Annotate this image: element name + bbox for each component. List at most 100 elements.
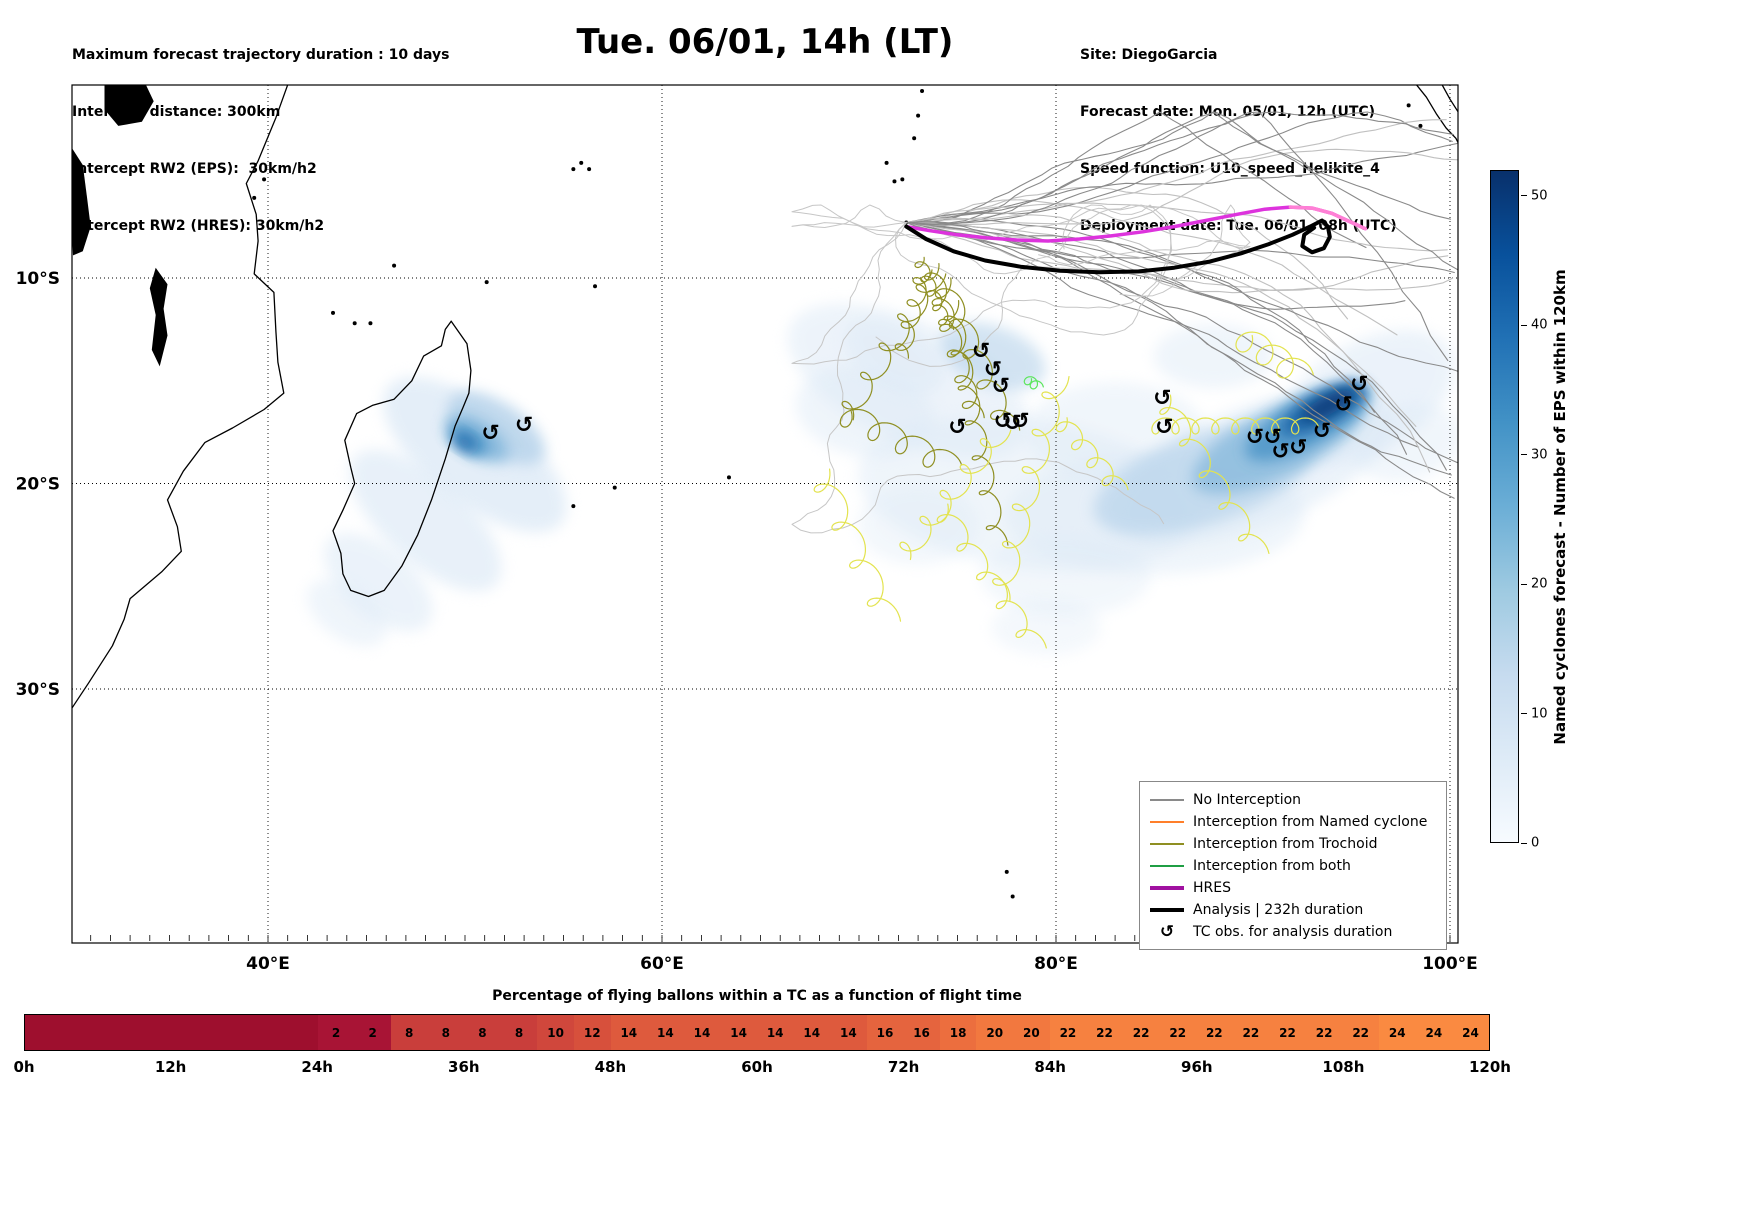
flight-time-cell: 14: [756, 1015, 794, 1050]
flight-time-cell: 14: [793, 1015, 831, 1050]
legend-line-swatch: [1150, 820, 1184, 823]
x-axis-tick-label: 40°E: [246, 954, 290, 974]
cyclone-density-blob: [991, 599, 1102, 656]
flight-time-cell: 20: [1013, 1015, 1050, 1050]
colorbar-label: Named cyclones forecast - Number of EPS …: [1551, 269, 1569, 745]
island-dot: [252, 195, 257, 200]
island-dot: [1010, 894, 1015, 899]
flight-time-cell: [61, 1015, 99, 1050]
tc-obs-symbol: ↺: [948, 415, 966, 440]
tc-obs-symbol: ↺: [994, 409, 1012, 434]
flight-time-cell: 8: [390, 1015, 428, 1050]
setting-line-rw2-hres: Intercept RW2 (HRES): 30km/h2: [72, 218, 325, 234]
cyclone-density-blob: [323, 532, 433, 632]
legend-item: Interception from Trochoid: [1150, 834, 1436, 853]
cyclone-density-blob: [349, 449, 502, 592]
tc-obs-legend-icon: ↺: [1159, 921, 1175, 942]
flight-time-cell: [98, 1015, 135, 1050]
legend-line-swatch: [1150, 798, 1184, 801]
flight-time-cell: [134, 1015, 172, 1050]
legend-item: No Interception: [1150, 790, 1436, 809]
trochoid-trajectories: [813, 256, 1319, 649]
flight-time-cell: 14: [683, 1015, 721, 1050]
island-dot: [368, 321, 373, 326]
lake-shape: [104, 85, 154, 126]
forecast-tracks: [904, 205, 1368, 275]
legend-item-label: HRES: [1193, 879, 1231, 896]
legend-item-label: Interception from both: [1193, 857, 1351, 874]
cyclone-density-blob: [1153, 324, 1274, 389]
setting-line-duration: Maximum forecast trajectory duration : 1…: [72, 47, 450, 63]
legend-line-sample: [1150, 885, 1184, 890]
island-dot: [1004, 869, 1009, 874]
flight-time-cell: 14: [830, 1015, 867, 1050]
x-axis-tick-label: 60°E: [640, 954, 684, 974]
legend-item-label: No Interception: [1193, 791, 1302, 808]
flight-time-cell: 14: [720, 1015, 757, 1050]
island-dot: [262, 177, 267, 182]
flight-time-bar: 2 2 8 8 8 8 10 12 14 14 14 14 14 14 14 16 16 18 20 20 22 22 22…: [24, 1014, 1490, 1051]
legend-line-swatch: [1150, 842, 1184, 845]
legend-item: ↺ TC obs. for analysis duration: [1150, 921, 1436, 942]
legend-item-label: TC obs. for analysis duration: [1193, 923, 1393, 940]
legend-line-sample: [1150, 842, 1184, 845]
flight-time-cell: 22: [1342, 1015, 1379, 1050]
lake-shape: [149, 267, 168, 367]
flight-time-cell: 10: [537, 1015, 574, 1050]
island-dot: [579, 160, 584, 165]
flight-time-cell: 24: [1415, 1015, 1453, 1050]
tc-obs-symbol: ↺: [992, 374, 1010, 399]
island-dot: [1418, 123, 1423, 128]
island-dot: [916, 113, 921, 118]
island-dot: [571, 504, 576, 509]
cyclone-density-blob: [454, 434, 476, 451]
flight-bar-title: Percentage of flying ballons within a TC…: [492, 988, 1022, 1004]
tc-obs-symbol: ↺: [1153, 386, 1171, 411]
island-dot: [726, 475, 731, 480]
coastlines: [72, 85, 1458, 899]
tc-obs-symbol: ↺: [1003, 411, 1021, 436]
island-dot: [571, 167, 576, 172]
flight-time-cell: [25, 1015, 62, 1050]
flight-time-cell: [171, 1015, 208, 1050]
flight-time-cell: 2: [354, 1015, 391, 1050]
legend-line-swatch: [1150, 885, 1184, 890]
tc-obs-symbol: ↺: [1289, 436, 1307, 461]
legend-line-sample: [1150, 798, 1184, 801]
legend-item-label: Analysis | 232h duration: [1193, 901, 1364, 918]
map-legend: No Interception Interception from Named c…: [1139, 781, 1447, 950]
island-dot: [1406, 103, 1411, 108]
legend-item: Interception from both: [1150, 856, 1436, 875]
density-layer: [307, 303, 1458, 656]
cyclone-density-blob: [447, 391, 546, 465]
tc-obs-symbol: ↺: [1263, 425, 1281, 450]
cyclone-density-blob: [980, 535, 1151, 616]
island-dot: [593, 284, 598, 289]
flight-time-cell: 8: [427, 1015, 465, 1050]
flight-time-cell: [281, 1015, 318, 1050]
flight-time-cell: 18: [939, 1015, 977, 1050]
island-dot: [892, 179, 897, 184]
legend-item: HRES: [1150, 878, 1436, 897]
tc-observations: ↺ ↺ ↺↺↺↺↺↺↺↺↺ ↺ ↺↺ ↺↺↺↺: [481, 339, 1368, 465]
x-axis-tick-label: 100°E: [1422, 954, 1478, 974]
cyclone-density-blob: [1301, 389, 1355, 422]
flight-time-cell: 22: [1086, 1015, 1123, 1050]
flight-time-cell: 14: [647, 1015, 684, 1050]
flight-time-cell: 22: [1269, 1015, 1306, 1050]
flight-time-cell: 24: [1378, 1015, 1416, 1050]
flight-time-cell: 22: [1232, 1015, 1270, 1050]
tc-obs-symbol: ↺: [1350, 372, 1368, 397]
flight-time-cell: 12: [573, 1015, 611, 1050]
flight-time-cell: [207, 1015, 245, 1050]
tc-obs-symbol: ↺: [1246, 425, 1264, 450]
flight-time-cell: 22: [1196, 1015, 1233, 1050]
colorbar-gradient: [1490, 170, 1519, 843]
legend-line-sample: [1150, 820, 1184, 823]
island-dot: [587, 167, 592, 172]
legend-item: Interception from Named cyclone: [1150, 812, 1436, 831]
ensemble-trajectories: [791, 111, 1458, 534]
legend-item: Analysis | 232h duration: [1150, 900, 1436, 919]
